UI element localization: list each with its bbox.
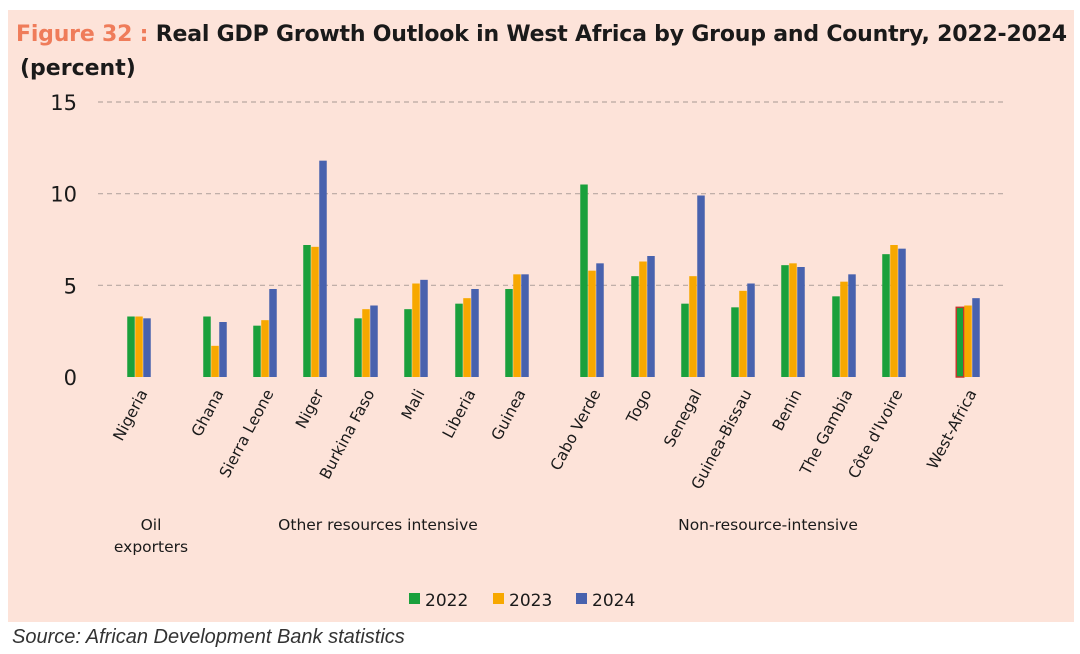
bar	[596, 263, 604, 377]
bar	[219, 322, 227, 377]
x-tick-label: Mali	[398, 386, 429, 422]
bar	[631, 276, 639, 377]
bar	[319, 160, 327, 377]
x-tick-label: Cabo Verde	[547, 386, 605, 473]
bar	[463, 298, 471, 377]
bar	[143, 318, 151, 377]
bar	[580, 184, 588, 377]
bar	[964, 305, 972, 377]
bar	[303, 245, 311, 377]
bar	[689, 276, 697, 377]
bar	[747, 283, 755, 377]
bar	[354, 318, 362, 377]
bar	[471, 289, 479, 377]
legend-swatch	[409, 593, 420, 604]
x-tick-label: Togo	[622, 386, 655, 427]
chart-title: Figure 32 : Real GDP Growth Outlook in W…	[16, 22, 1067, 47]
x-tick-label: Sierra Leone	[216, 386, 278, 480]
x-tick-label: West-Africa	[924, 386, 981, 472]
group-label: Oil exporters	[114, 516, 188, 556]
group-label-line: Oil	[141, 516, 162, 534]
title-unit: (percent)	[20, 56, 136, 81]
x-tick-label: Ghana	[188, 386, 228, 439]
bar	[639, 261, 647, 377]
source-note: Source: African Development Bank statist…	[12, 626, 405, 648]
bar	[955, 306, 965, 378]
bar	[513, 274, 521, 377]
legend-label: 2023	[509, 591, 552, 611]
bar	[840, 281, 848, 377]
bar	[972, 298, 980, 377]
bar	[404, 309, 412, 377]
bar	[135, 316, 143, 377]
group-label-line: Non-resource-intensive	[678, 516, 858, 534]
bar	[681, 303, 689, 377]
bar	[882, 254, 890, 377]
legend-swatch	[493, 593, 504, 604]
x-tick-label: Niger	[292, 386, 328, 432]
bar	[261, 320, 269, 377]
legend-label: 2024	[592, 591, 635, 611]
bar	[739, 290, 747, 377]
bar	[505, 289, 513, 377]
bar	[890, 245, 898, 377]
bar	[789, 263, 797, 377]
bar	[731, 307, 739, 377]
x-tick-label: Burkina Faso	[316, 386, 378, 482]
x-tick-label: Benin	[769, 386, 806, 433]
bar	[412, 283, 420, 377]
bar	[211, 345, 219, 377]
legend-label: 2022	[425, 591, 468, 611]
legend-swatch	[576, 593, 587, 604]
x-tick-label: Senegal	[660, 386, 705, 450]
bar	[588, 270, 596, 377]
bar	[362, 309, 370, 377]
bar	[647, 256, 655, 377]
bar	[848, 274, 856, 377]
figure-label: Figure 32 :	[16, 22, 149, 47]
bar	[370, 305, 378, 377]
y-tick-label: 15	[50, 91, 77, 115]
group-label: Non-resource-intensive	[678, 516, 858, 534]
group-label-line: Other resources intensive	[278, 516, 478, 534]
bar	[832, 296, 840, 377]
bar	[521, 274, 529, 377]
y-tick-label: 10	[50, 183, 77, 207]
bar	[781, 265, 789, 377]
x-tick-label: Liberia	[439, 386, 480, 441]
x-tick-label: Nigeria	[110, 386, 152, 443]
x-tick-label: The Gambia	[796, 386, 857, 478]
bar	[203, 316, 211, 377]
bar	[269, 289, 277, 377]
group-label-line: exporters	[114, 538, 188, 556]
bar	[455, 303, 463, 377]
y-tick-label: 5	[64, 274, 77, 298]
x-tick-label: Guinea	[488, 386, 530, 443]
bar	[797, 267, 805, 377]
group-label: Other resources intensive	[278, 516, 478, 534]
title-text: Real GDP Growth Outlook in West Africa b…	[155, 22, 1067, 47]
y-tick-label: 0	[64, 366, 77, 390]
bar	[898, 248, 906, 377]
bar	[697, 195, 705, 377]
bar	[420, 279, 428, 377]
bar	[127, 316, 135, 377]
bar	[253, 325, 261, 377]
x-tick-label: Côte d'Ivoire	[845, 386, 907, 481]
bar	[311, 246, 319, 377]
